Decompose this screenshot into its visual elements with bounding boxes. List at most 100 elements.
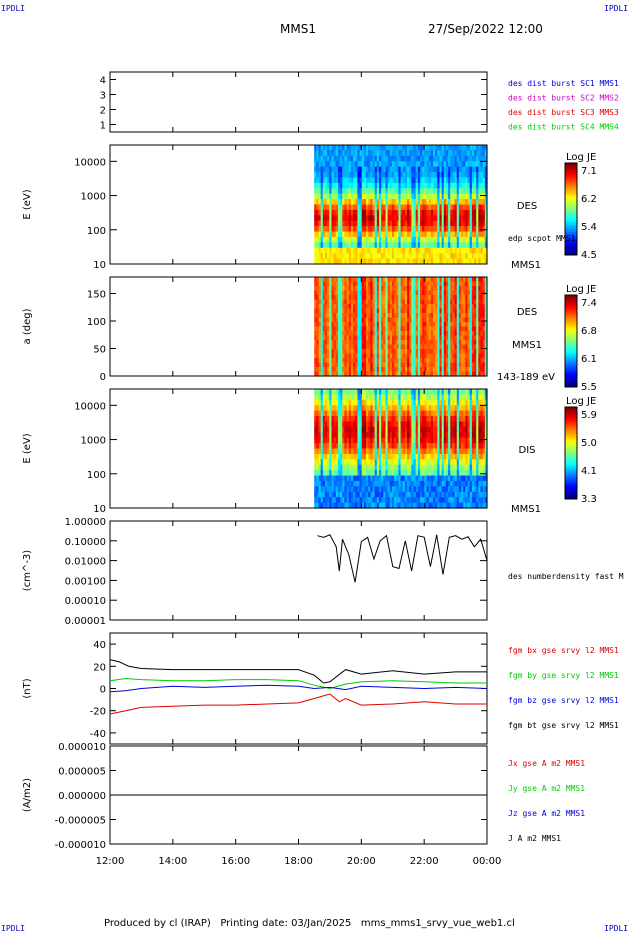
- heatmap-cell: [394, 367, 397, 373]
- heatmap-cell: [398, 236, 402, 243]
- heatmap-cell: [411, 389, 415, 396]
- heatmap-cell: [389, 448, 393, 455]
- heatmap-cell: [424, 286, 428, 292]
- heatmap-cell: [413, 220, 417, 227]
- heatmap-cell: [426, 367, 430, 373]
- heatmap-cell: [374, 290, 378, 296]
- heatmap-cell: [463, 199, 466, 206]
- heatmap-cell: [389, 335, 393, 341]
- heatmap-cell: [445, 317, 449, 323]
- heatmap-cell: [333, 258, 337, 265]
- heatmap-cell: [361, 242, 365, 249]
- heatmap-cell: [478, 182, 482, 189]
- heatmap-cell: [366, 204, 369, 211]
- heatmap-cell: [363, 177, 367, 184]
- heatmap-cell: [467, 326, 471, 332]
- heatmap-cell: [463, 188, 466, 195]
- heatmap-cell: [391, 322, 395, 328]
- heatmap-cell: [404, 326, 408, 332]
- heatmap-cell: [409, 317, 412, 323]
- heatmap-cell: [329, 258, 333, 265]
- heatmap-cell: [420, 172, 423, 179]
- heatmap-cell: [400, 150, 404, 157]
- heatmap-cell: [314, 480, 317, 487]
- heatmap-cell: [404, 204, 408, 211]
- heatmap-cell: [335, 331, 339, 337]
- heatmap-cell: [430, 177, 434, 184]
- heatmap-cell: [346, 362, 350, 368]
- heatmap-cell: [471, 295, 475, 301]
- heatmap-cell: [342, 326, 346, 332]
- heatmap-cell: [331, 209, 335, 216]
- heatmap-cell: [355, 353, 359, 359]
- colorbar-segment: [565, 297, 577, 301]
- heatmap-cell: [456, 253, 460, 260]
- heatmap-cell: [318, 443, 322, 450]
- heatmap-cell: [467, 304, 471, 310]
- heatmap-cell: [342, 459, 346, 466]
- heatmap-cell: [342, 358, 346, 364]
- y-axis-label: a (deg): [22, 308, 33, 344]
- heatmap-cell: [441, 308, 445, 314]
- heatmap-cell: [400, 258, 404, 265]
- heatmap-cell: [333, 209, 337, 216]
- heatmap-cell: [389, 464, 393, 471]
- heatmap-cell: [316, 258, 320, 265]
- y-tick-label: 10: [93, 260, 106, 271]
- heatmap-cell: [476, 242, 479, 249]
- heatmap-cell: [314, 209, 317, 216]
- heatmap-cell: [370, 497, 374, 504]
- heatmap-cell: [409, 335, 412, 341]
- y-tick-label: 100: [87, 226, 106, 237]
- heatmap-cell: [424, 470, 428, 477]
- heatmap-cell: [363, 405, 367, 412]
- heatmap-cell: [320, 317, 324, 323]
- colorbar-segment: [565, 188, 577, 192]
- heatmap-cell: [422, 464, 425, 471]
- heatmap-cell: [372, 394, 376, 401]
- heatmap-cell: [398, 432, 402, 439]
- heatmap-cell: [361, 247, 365, 254]
- heatmap-cell: [465, 308, 469, 314]
- heatmap-cell: [428, 475, 432, 482]
- heatmap-cell: [409, 247, 412, 254]
- heatmap-cell: [333, 220, 337, 227]
- heatmap-cell: [478, 258, 482, 265]
- heatmap-cell: [461, 231, 464, 238]
- heatmap-cell: [320, 313, 324, 319]
- heatmap-cell: [329, 177, 333, 184]
- heatmap-cell: [340, 172, 343, 179]
- heatmap-cell: [340, 253, 343, 260]
- heatmap-cell: [445, 166, 449, 173]
- heatmap-cell: [420, 437, 423, 444]
- heatmap-cell: [448, 209, 451, 216]
- heatmap-cell: [370, 226, 374, 233]
- heatmap-cell: [348, 199, 352, 206]
- heatmap-cell: [396, 299, 400, 305]
- heatmap-cell: [413, 340, 417, 346]
- heatmap-cell: [396, 399, 400, 406]
- heatmap-cell: [314, 193, 317, 200]
- heatmap-cell: [359, 432, 363, 439]
- heatmap-cell: [426, 475, 430, 482]
- heatmap-cell: [461, 150, 464, 157]
- heatmap-cell: [370, 335, 374, 341]
- heatmap-cell: [445, 313, 449, 319]
- heatmap-cell: [404, 491, 408, 498]
- heatmap-cell: [478, 253, 482, 260]
- heatmap-cell: [461, 313, 464, 319]
- heatmap-cell: [402, 491, 406, 498]
- heatmap-cell: [424, 193, 428, 200]
- heatmap-cell: [372, 453, 376, 460]
- heatmap-cell: [422, 453, 425, 460]
- heatmap-cell: [346, 491, 350, 498]
- colorbar-segment: [565, 357, 577, 360]
- heatmap-cell: [433, 353, 436, 359]
- heatmap-cell: [314, 470, 317, 477]
- heatmap-cell: [439, 349, 443, 355]
- heatmap-cell: [370, 304, 374, 310]
- heatmap-cell: [368, 231, 371, 238]
- heatmap-cell: [413, 416, 417, 423]
- heatmap-cell: [346, 480, 350, 487]
- heatmap-cell: [348, 353, 352, 359]
